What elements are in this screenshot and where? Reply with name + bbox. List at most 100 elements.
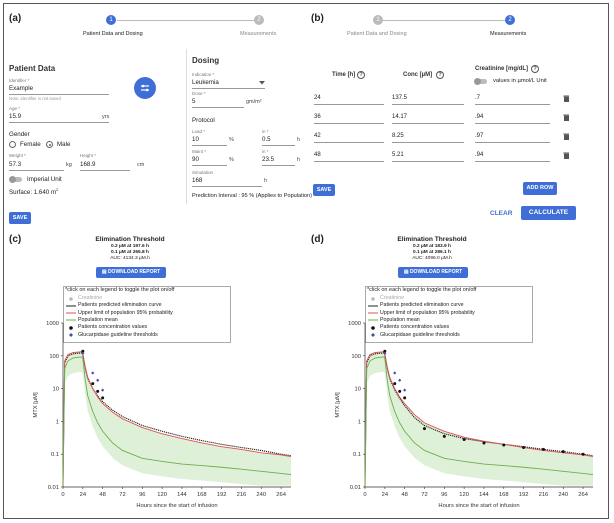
help-icon[interactable]: ?	[357, 71, 365, 79]
patient-point	[91, 382, 95, 386]
legend-item[interactable]: Glucarpidase guideline thresholds	[380, 331, 460, 338]
calculate-button[interactable]: CALCULATE	[521, 206, 576, 220]
help-icon[interactable]: ?	[531, 65, 539, 73]
calculator-fab-button[interactable]	[134, 77, 156, 99]
load-in-input[interactable]: 0.5	[262, 136, 271, 143]
x-tick-label: 192	[519, 492, 529, 498]
indication-label: Indication *	[192, 72, 215, 77]
time-input[interactable]: 48	[314, 152, 321, 158]
guideline-point	[96, 378, 100, 382]
legend-hint: *click on each legend to toggle the plot…	[367, 287, 477, 293]
y-tick-label: 100	[49, 354, 59, 360]
chart-subtitle: 0.1 µM at 265.8 h	[111, 250, 149, 255]
prediction-interval-text: Prediction Interval : 95 % (Applies to P…	[192, 193, 313, 199]
legend-box	[365, 286, 533, 343]
x-tick-label: 168	[499, 492, 509, 498]
creatinine-input[interactable]: .97	[475, 133, 484, 139]
trash-icon[interactable]	[563, 133, 569, 140]
conc-input[interactable]: 8.25	[392, 133, 404, 139]
patient-save-button[interactable]: SAVE	[9, 212, 31, 224]
conc-input[interactable]: 5.21	[392, 152, 404, 158]
patient-point	[96, 389, 100, 393]
legend-item[interactable]: Patients concentration values	[78, 324, 148, 331]
stepper-a-step1[interactable]: 1	[106, 15, 116, 25]
creatinine-input[interactable]: .94	[475, 114, 484, 120]
weight-input[interactable]: 57.3	[9, 161, 22, 168]
stepper-b-step2-label: Measurements	[490, 31, 527, 37]
creatinine-input[interactable]: .7	[475, 95, 481, 101]
height-input[interactable]: 168.9	[80, 161, 96, 168]
indication-select[interactable]: Leukemia	[192, 79, 219, 86]
x-tick-label: 72	[119, 492, 125, 498]
trash-icon[interactable]	[563, 95, 569, 102]
height-unit: cm	[137, 162, 145, 168]
clear-button[interactable]: CLEAR	[490, 210, 513, 217]
indication-underline	[192, 88, 265, 89]
y-tick-label: 10	[53, 387, 59, 393]
y-tick-label: 10	[355, 387, 361, 393]
download-report-label: DOWNLOAD REPORT	[107, 269, 161, 275]
legend-item[interactable]: Glucarpidase guideline thresholds	[78, 331, 158, 338]
gender-female-radio[interactable]	[9, 141, 16, 148]
legend-item[interactable]: Population mean	[78, 316, 118, 323]
stepper-b-step1[interactable]: 1	[373, 15, 383, 25]
col-conc-header: Conc [µM]	[403, 72, 433, 78]
help-icon[interactable]: ?	[436, 71, 444, 79]
conc-input[interactable]: 14.17	[392, 114, 408, 120]
umol-toggle[interactable]	[475, 79, 487, 84]
panel-label-b: (b)	[311, 13, 324, 24]
maint-in-unit: h	[297, 157, 301, 163]
stepper-a-step2[interactable]: 2	[254, 15, 264, 25]
legend-marker	[368, 312, 378, 314]
maint-in-input[interactable]: 23.5	[262, 156, 275, 163]
y-tick-label: 0.01	[48, 485, 59, 491]
trash-icon[interactable]	[563, 114, 569, 121]
add-row-button[interactable]: ADD ROW	[523, 182, 557, 195]
legend-item[interactable]: Patients concentration values	[380, 324, 450, 331]
identifier-underline	[9, 94, 109, 95]
dosing-divider	[186, 49, 187, 204]
time-input[interactable]: 36	[314, 114, 321, 120]
identifier-input[interactable]: Example	[9, 85, 34, 92]
imperial-toggle[interactable]	[10, 177, 22, 182]
legend-item[interactable]: Patients predicted elimination curve	[380, 302, 464, 309]
age-unit: yrs	[102, 114, 110, 120]
umol-toggle-knob	[474, 78, 481, 85]
simulation-input[interactable]: 168	[192, 177, 203, 184]
maint-in-underline	[262, 165, 295, 166]
download-report-button[interactable]: ▤ DOWNLOAD REPORT	[96, 267, 166, 278]
document-icon: ▤	[403, 269, 410, 275]
load-input[interactable]: 10	[192, 136, 199, 143]
legend-item[interactable]: Creatinine	[380, 295, 405, 301]
patient-data-title: Patient Data	[9, 64, 56, 73]
time-input[interactable]: 42	[314, 133, 321, 139]
cell-underline	[392, 104, 464, 105]
stepper-b-step2[interactable]: 2	[505, 15, 515, 25]
download-report-button[interactable]: ▤ DOWNLOAD REPORT	[398, 267, 468, 278]
patient-point	[101, 396, 105, 400]
trash-icon[interactable]	[563, 152, 569, 159]
x-tick-label: 0	[363, 492, 366, 498]
creatinine-input[interactable]: .94	[475, 152, 484, 158]
identifier-label: Identifier *	[9, 78, 30, 83]
maint-input[interactable]: 90	[192, 156, 199, 163]
chevron-down-icon	[259, 81, 265, 85]
legend-item[interactable]: Upper limit of population 95% probabilit…	[78, 309, 173, 316]
legend-item[interactable]: Population mean	[380, 316, 420, 323]
legend-marker	[66, 312, 76, 314]
age-input[interactable]: 15.9	[9, 113, 22, 120]
gender-male-radio[interactable]	[46, 141, 53, 148]
conc-input[interactable]: 137.5	[392, 95, 408, 101]
panel-label-a: (a)	[9, 13, 22, 24]
figure-frame	[3, 3, 609, 519]
legend-item[interactable]: Patients predicted elimination curve	[78, 302, 162, 309]
surface-readout: Surface: 1.640 m2	[9, 187, 59, 197]
legend-item[interactable]: Upper limit of population 95% probabilit…	[380, 309, 475, 316]
legend-item[interactable]: Creatinine	[78, 295, 103, 301]
load-underline	[192, 145, 227, 146]
height-label: Height *	[80, 153, 97, 158]
time-input[interactable]: 24	[314, 95, 321, 101]
x-tick-label: 144	[479, 492, 489, 498]
dose-input[interactable]: 5	[192, 98, 196, 105]
measurements-save-button[interactable]: SAVE	[313, 184, 335, 196]
